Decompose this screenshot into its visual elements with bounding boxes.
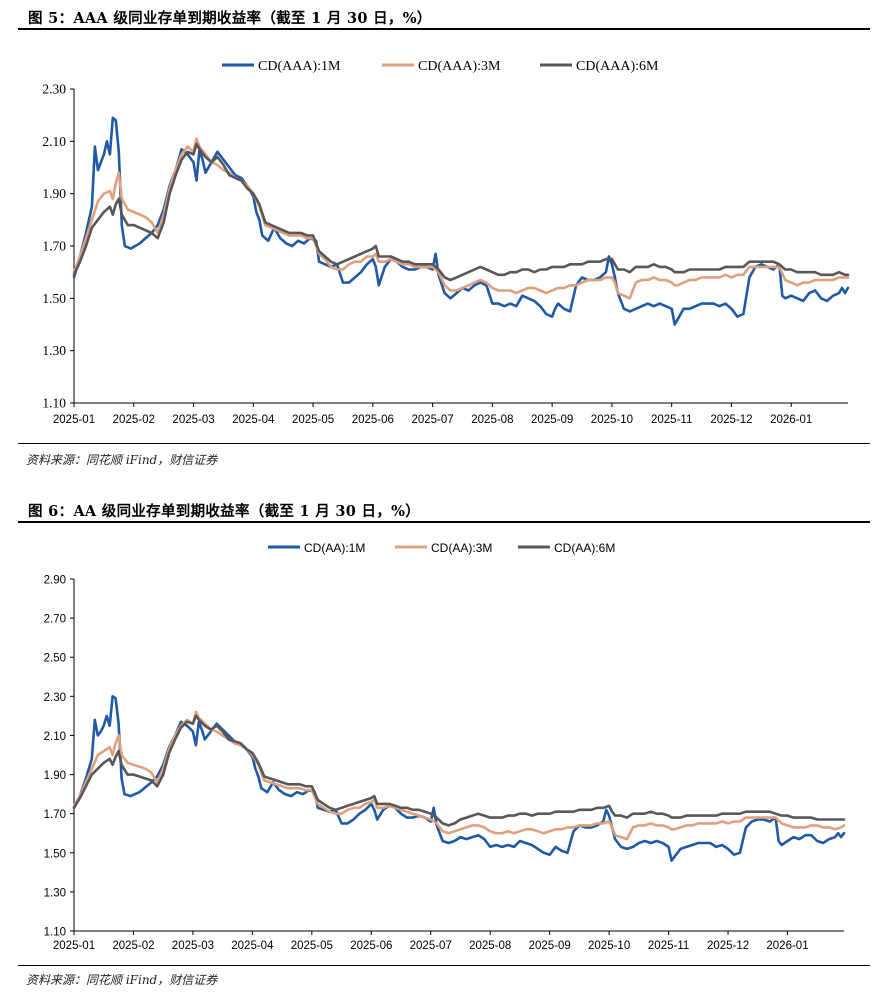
line-chart: 1.10 1.30 1.50 1.70 1.90 2.10 2.30 2025-01 2025-…: [42, 59, 850, 426]
y-tick-label: 1.30: [42, 343, 66, 358]
y-tick-label: 2.50: [44, 653, 66, 665]
x-tick-label: 2025-05: [291, 940, 333, 952]
x-tick-label: 2025-03: [172, 414, 214, 426]
x-tick-label: 2025-03: [172, 940, 214, 952]
x-tick-label: 2026-01: [770, 414, 812, 426]
x-tick-label: 2025-04: [231, 940, 274, 952]
x-tick-label: 2025-06: [352, 414, 394, 426]
source-note: 资料来源：同花顺 iFind，财信证券: [26, 453, 218, 467]
x-tick-label: 2025-07: [412, 414, 454, 426]
y-tick-label: 1.90: [44, 770, 66, 782]
figure-title: 图 5：AAA 级同业存单到期收益率（截至 1 月 30 日，%）: [28, 10, 432, 27]
x-tick-label: 2025-10: [588, 940, 630, 952]
x-tick-label: 2025-06: [350, 940, 392, 952]
legend-label: CD(AAA):6M: [576, 59, 659, 74]
x-tick-label: 2025-02: [113, 414, 155, 426]
series-line: [72, 695, 846, 862]
x-tick-label: 2025-12: [707, 940, 749, 952]
series-line: [72, 142, 850, 282]
y-tick-label: 2.70: [44, 614, 66, 626]
series-line: [72, 714, 846, 827]
y-tick-label: 1.50: [42, 291, 66, 306]
x-tick-label: 2025-10: [591, 414, 633, 426]
x-tick-label: 2025-11: [651, 414, 692, 426]
y-tick-label: 1.30: [44, 887, 66, 899]
x-tick-label: 2025-04: [232, 414, 275, 426]
legend-label: CD(AAA):3M: [418, 59, 501, 74]
x-tick-label: 2025-12: [710, 414, 752, 426]
legend-label: CD(AAA):1M: [258, 59, 341, 74]
x-tick-label: 2025-09: [531, 414, 573, 426]
figure-title: 图 6：AA 级同业存单到期收益率（截至 1 月 30 日，%）: [28, 503, 421, 520]
y-tick-label: 2.90: [44, 575, 66, 587]
x-tick-label: 2025-08: [471, 414, 513, 426]
y-tick-label: 1.10: [42, 396, 66, 411]
y-tick-label: 2.10: [42, 134, 66, 149]
top-rule: [18, 521, 870, 523]
legend-label: CD(AA):1M: [304, 541, 365, 555]
top-rule: [18, 28, 870, 30]
bottom-rule: [18, 443, 870, 444]
y-tick-label: 1.70: [42, 239, 66, 254]
line-chart: 1.10 1.30 1.50 1.70 1.90 2.10 2.30 2.50 2.70 2.90…: [44, 541, 846, 952]
x-tick-label: 2025-11: [648, 940, 689, 952]
bottom-rule: [18, 965, 870, 966]
x-tick-label: 2025-09: [529, 940, 571, 952]
x-tick-label: 2025-08: [469, 940, 511, 952]
y-tick-label: 2.30: [44, 692, 66, 704]
legend-label: CD(AA):6M: [554, 541, 615, 555]
y-tick-label: 1.10: [44, 927, 66, 939]
series-line: [72, 137, 850, 300]
series-line: [72, 116, 850, 326]
x-tick-label: 2025-07: [410, 940, 452, 952]
y-tick-label: 1.50: [44, 848, 66, 860]
x-tick-label: 2025-02: [112, 940, 154, 952]
y-tick-label: 1.90: [42, 186, 66, 201]
y-tick-label: 2.10: [44, 731, 66, 743]
x-tick-label: 2025-01: [53, 940, 95, 952]
legend-label: CD(AA):3M: [431, 541, 492, 555]
x-tick-label: 2025-05: [292, 414, 334, 426]
x-tick-label: 2025-01: [53, 414, 95, 426]
source-note: 资料来源：同花顺 iFind，财信证券: [26, 973, 218, 987]
y-tick-label: 1.70: [44, 809, 66, 821]
y-tick-label: 2.30: [42, 82, 66, 97]
x-tick-label: 2026-01: [766, 940, 808, 952]
